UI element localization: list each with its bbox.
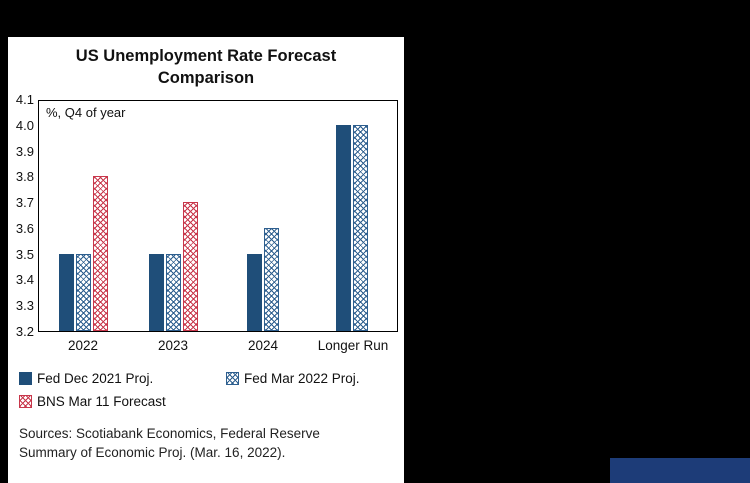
legend: Fed Dec 2021 Proj. Fed Mar 2022 Proj. BNS … xyxy=(19,370,360,410)
bar-group xyxy=(39,176,129,331)
bar xyxy=(76,254,92,331)
y-axis: 3.2 3.3 3.4 3.5 3.6 3.7 3.8 3.9 4.0 4.1 xyxy=(8,93,34,339)
axis-units-annotation: %, Q4 of year xyxy=(46,105,126,120)
bar-group xyxy=(129,202,219,331)
legend-swatch xyxy=(19,372,32,385)
bar xyxy=(263,228,279,331)
plot-area: %, Q4 of year xyxy=(38,100,398,332)
y-tick-label: 3.3 xyxy=(15,298,34,313)
bar xyxy=(93,176,109,331)
bar xyxy=(59,254,75,331)
x-category-label: Longer Run xyxy=(317,338,389,353)
legend-swatch xyxy=(226,372,239,385)
bar-group xyxy=(308,125,398,331)
y-tick-label: 3.8 xyxy=(15,169,34,184)
bar xyxy=(336,125,352,331)
bar xyxy=(353,125,369,331)
y-tick-label: 3.6 xyxy=(15,221,34,236)
y-tick-label: 3.7 xyxy=(15,195,34,210)
legend-item: Fed Mar 2022 Proj. xyxy=(226,370,360,387)
bars-row xyxy=(39,101,397,331)
sources-line1: Sources: Scotiabank Economics, Federal R… xyxy=(19,426,320,441)
bar xyxy=(165,254,181,331)
legend-label: Fed Mar 2022 Proj. xyxy=(244,371,360,386)
y-tick-label: 3.2 xyxy=(15,324,34,339)
bar xyxy=(148,254,164,331)
sources-line2: Summary of Economic Proj. (Mar. 16, 2022… xyxy=(19,445,286,460)
y-tick-label: 4.1 xyxy=(15,92,34,107)
x-axis: 2022 2023 2024 Longer Run xyxy=(38,338,398,353)
legend-item: Fed Dec 2021 Proj. xyxy=(19,370,226,387)
legend-label: Fed Dec 2021 Proj. xyxy=(37,371,154,386)
chart-title-line1: US Unemployment Rate Forecast xyxy=(75,47,337,65)
chart-panel: US Unemployment Rate Forecast Comparison… xyxy=(8,37,404,483)
legend-label: BNS Mar 11 Forecast xyxy=(37,394,166,409)
x-category-label: 2022 xyxy=(67,338,99,353)
x-category-label: 2023 xyxy=(157,338,189,353)
chart-title-line2: Comparison xyxy=(157,69,255,87)
y-tick-label: 3.4 xyxy=(15,272,34,287)
corner-accent-box xyxy=(610,458,750,483)
bar-group xyxy=(218,228,308,331)
y-tick-label: 3.5 xyxy=(15,247,34,262)
sources-note: Sources: Scotiabank Economics, Federal R… xyxy=(19,424,320,462)
bar xyxy=(182,202,198,331)
y-tick-label: 4.0 xyxy=(15,118,34,133)
legend-swatch xyxy=(19,395,32,408)
x-category-label: 2024 xyxy=(247,338,279,353)
legend-item: BNS Mar 11 Forecast xyxy=(19,393,226,410)
bar xyxy=(246,254,262,331)
chart-title: US Unemployment Rate Forecast Comparison xyxy=(8,45,404,89)
y-tick-label: 3.9 xyxy=(15,144,34,159)
